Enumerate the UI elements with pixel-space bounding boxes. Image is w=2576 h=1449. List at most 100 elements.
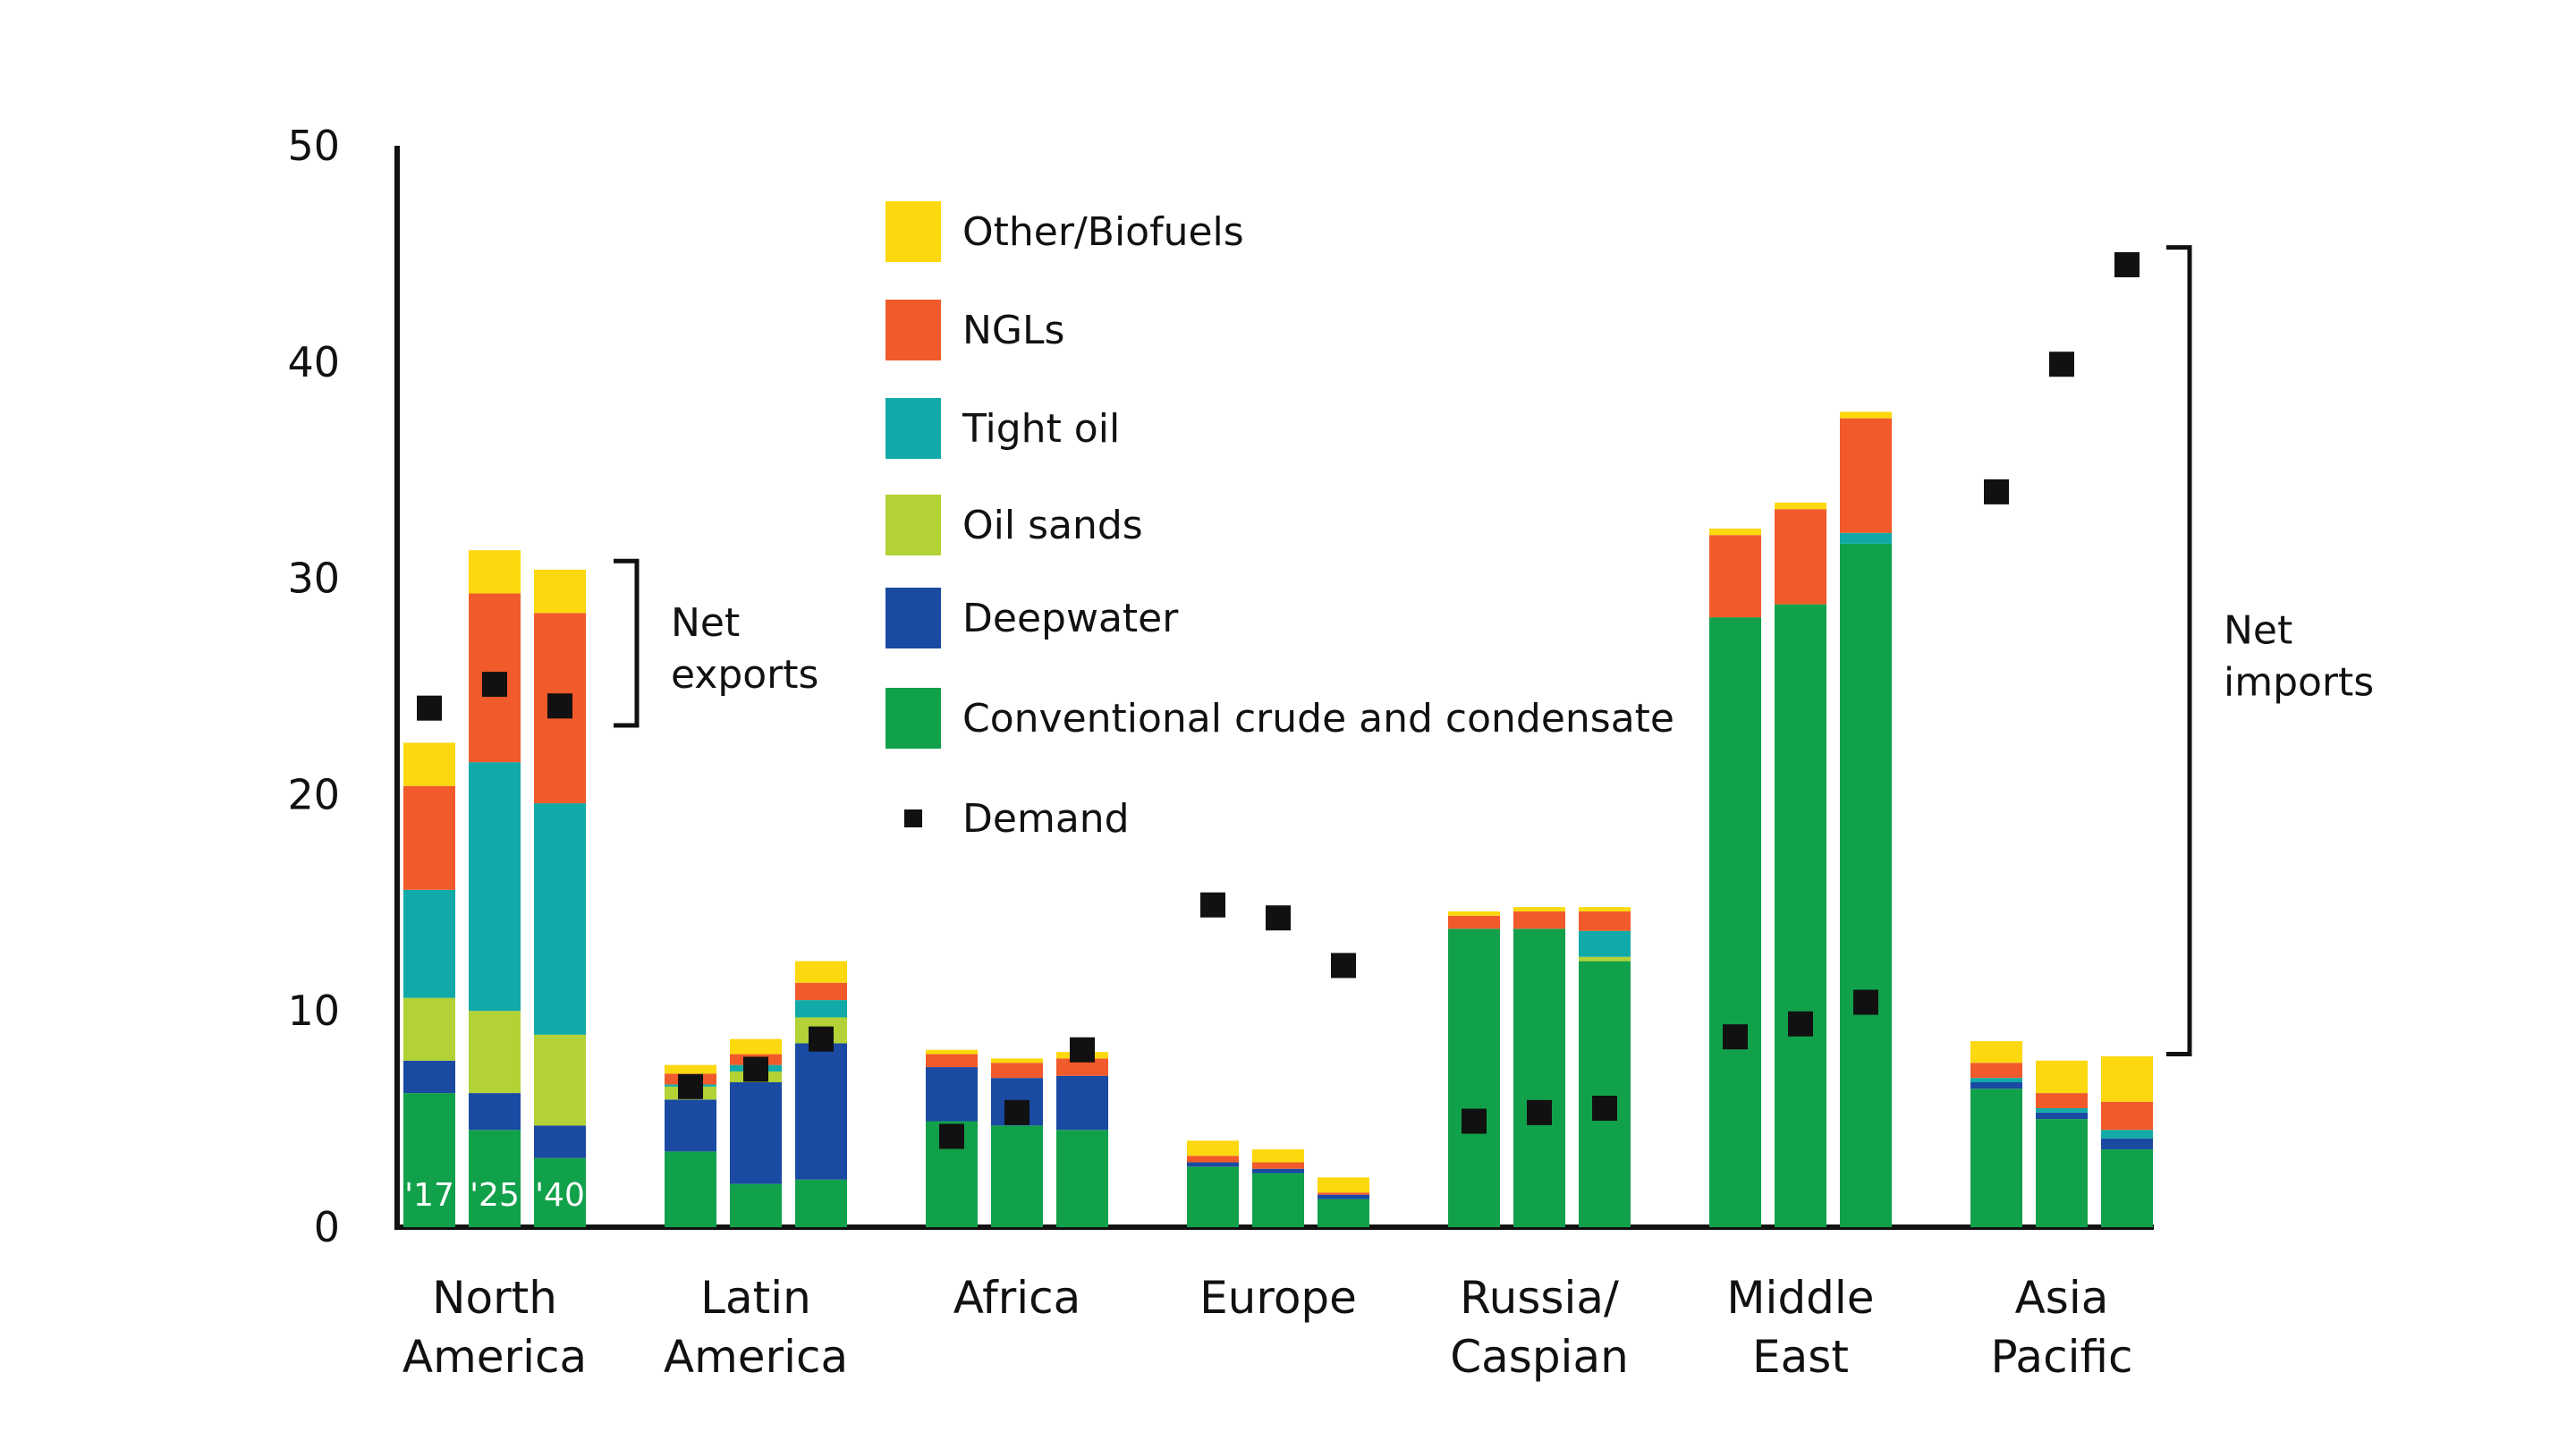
bar-other-biofuels-3-2	[1318, 1177, 1369, 1193]
demand-marker-4-1	[1527, 1099, 1552, 1125]
y-tick-label-50: 50	[287, 122, 340, 170]
bar-ngls-4-2	[1579, 911, 1631, 931]
bar-conventional-crude-and-condensate-6-1	[2036, 1119, 2088, 1227]
bar-conventional-crude-and-condensate-1-0	[665, 1151, 716, 1227]
bar-conventional-crude-and-condensate-3-1	[1252, 1173, 1304, 1227]
bracket-net-exports	[614, 558, 640, 728]
bar-ngls-4-0	[1448, 915, 1500, 929]
legend-label-demand: Demand	[962, 796, 1130, 842]
legend: Other/Biofuels NGLs Tight oil Oil sands Deep…	[886, 201, 1674, 842]
demand-marker-5-2	[1853, 989, 1878, 1015]
legend-label-other-biofuels: Other/Biofuels	[962, 209, 1244, 255]
bar-ngls-2-1	[991, 1063, 1043, 1079]
bar-other-biofuels-2-1	[991, 1058, 1043, 1063]
category-label-4-0: Russia/	[1460, 1272, 1619, 1324]
demand-marker-6-2	[2114, 251, 2140, 277]
demand-marker-1-2	[809, 1026, 834, 1052]
bar-other-biofuels-4-1	[1513, 907, 1565, 911]
bar-conventional-crude-and-condensate-2-2	[1056, 1130, 1108, 1227]
bar-other-biofuels-6-1	[2036, 1060, 2088, 1094]
bar-ngls-5-1	[1775, 509, 1826, 605]
bar-other-biofuels-0-2	[534, 569, 586, 614]
demand-marker-1-1	[743, 1056, 768, 1082]
bar-other-biofuels-5-2	[1840, 411, 1892, 419]
bar-tight-oil-5-2	[1840, 532, 1892, 544]
bar-ngls-2-2	[1056, 1058, 1108, 1076]
bar-conventional-crude-and-condensate-0-1	[469, 1130, 521, 1227]
bar-conventional-crude-and-condensate-5-2	[1840, 543, 1892, 1227]
bar-other-biofuels-0-1	[469, 550, 521, 594]
category-label-0-1: America	[402, 1331, 587, 1383]
legend-swatch-ngls	[886, 300, 941, 360]
y-tick-label-0: 0	[314, 1203, 340, 1251]
bar-deepwater-0-1	[469, 1093, 521, 1131]
legend-swatch-deepwater	[886, 588, 941, 648]
bar-other-biofuels-3-0	[1187, 1140, 1239, 1157]
bar-tight-oil-0-1	[469, 762, 521, 1012]
bar-deepwater-6-0	[1970, 1081, 2022, 1089]
annotation-label-0-1: exports	[671, 652, 818, 698]
category-label-1-1: America	[664, 1331, 848, 1383]
bar-oil-sands-0-0	[403, 997, 455, 1061]
year-label-1: '25	[470, 1177, 520, 1214]
bar-oil-sands-0-2	[534, 1034, 586, 1126]
bar-deepwater-2-0	[926, 1067, 978, 1122]
category-label-6-1: Pacific	[1991, 1331, 2133, 1383]
bar-other-biofuels-1-1	[730, 1038, 782, 1055]
bar-other-biofuels-1-2	[795, 961, 847, 983]
demand-markers	[417, 251, 2140, 1149]
bar-tight-oil-1-2	[795, 1000, 847, 1018]
annotations: Net exports Net imports	[614, 245, 2374, 1057]
bar-deepwater-3-2	[1318, 1194, 1369, 1199]
bar-deepwater-3-0	[1187, 1162, 1239, 1167]
bar-ngls-5-2	[1840, 418, 1892, 533]
bar-ngls-3-0	[1187, 1156, 1239, 1163]
bar-tight-oil-4-2	[1579, 930, 1631, 957]
bar-other-biofuels-6-2	[2101, 1055, 2153, 1102]
demand-marker-0-1	[482, 672, 507, 698]
bar-conventional-crude-and-condensate-4-1	[1513, 928, 1565, 1227]
demand-marker-5-0	[1723, 1024, 1748, 1050]
bar-other-biofuels-3-1	[1252, 1148, 1304, 1163]
bar-conventional-crude-and-condensate-2-1	[991, 1125, 1043, 1227]
bar-ngls-0-0	[403, 785, 455, 890]
bar-conventional-crude-and-condensate-1-2	[795, 1179, 847, 1227]
y-tick-label-30: 30	[287, 555, 340, 603]
annotation-label-0-0: Net	[671, 600, 740, 646]
bar-ngls-6-2	[2101, 1101, 2153, 1131]
legend-swatch-oil-sands	[886, 495, 941, 555]
bar-conventional-crude-and-condensate-6-2	[2101, 1148, 2153, 1227]
demand-marker-0-0	[417, 695, 442, 721]
legend-label-ngls: NGLs	[962, 308, 1064, 353]
category-label-5-0: Middle	[1726, 1272, 1874, 1324]
demand-marker-2-1	[1004, 1099, 1030, 1125]
bar-ngls-2-0	[926, 1054, 978, 1068]
bar-oil-sands-4-2	[1579, 956, 1631, 962]
demand-marker-6-1	[2049, 352, 2074, 377]
y-tick-label-10: 10	[287, 987, 340, 1035]
demand-marker-4-2	[1592, 1096, 1617, 1122]
bar-deepwater-0-2	[534, 1125, 586, 1158]
bar-deepwater-0-0	[403, 1060, 455, 1094]
bar-conventional-crude-and-condensate-0-2	[534, 1157, 586, 1227]
legend-swatch-demand	[904, 809, 922, 827]
bar-ngls-1-2	[795, 982, 847, 1001]
bar-ngls-3-1	[1252, 1162, 1304, 1169]
y-tick-label-20: 20	[287, 770, 340, 818]
bar-deepwater-1-1	[730, 1081, 782, 1184]
bar-ngls-4-1	[1513, 911, 1565, 929]
bar-ngls-6-0	[1970, 1063, 2022, 1079]
legend-label-tight-oil: Tight oil	[962, 406, 1120, 452]
bar-tight-oil-6-2	[2101, 1130, 2153, 1139]
bar-deepwater-2-2	[1056, 1075, 1108, 1131]
bar-conventional-crude-and-condensate-0-0	[403, 1093, 455, 1227]
annotation-label-1-0: Net	[2224, 608, 2292, 654]
demand-marker-2-2	[1070, 1037, 1095, 1063]
bar-other-biofuels-2-0	[926, 1049, 978, 1055]
bar-ngls-6-1	[2036, 1093, 2088, 1109]
bar-conventional-crude-and-condensate-4-0	[1448, 928, 1500, 1227]
bar-other-biofuels-5-0	[1709, 528, 1761, 536]
demand-marker-2-0	[939, 1123, 964, 1149]
bar-conventional-crude-and-condensate-5-1	[1775, 604, 1826, 1227]
bar-conventional-crude-and-condensate-6-0	[1970, 1089, 2022, 1227]
